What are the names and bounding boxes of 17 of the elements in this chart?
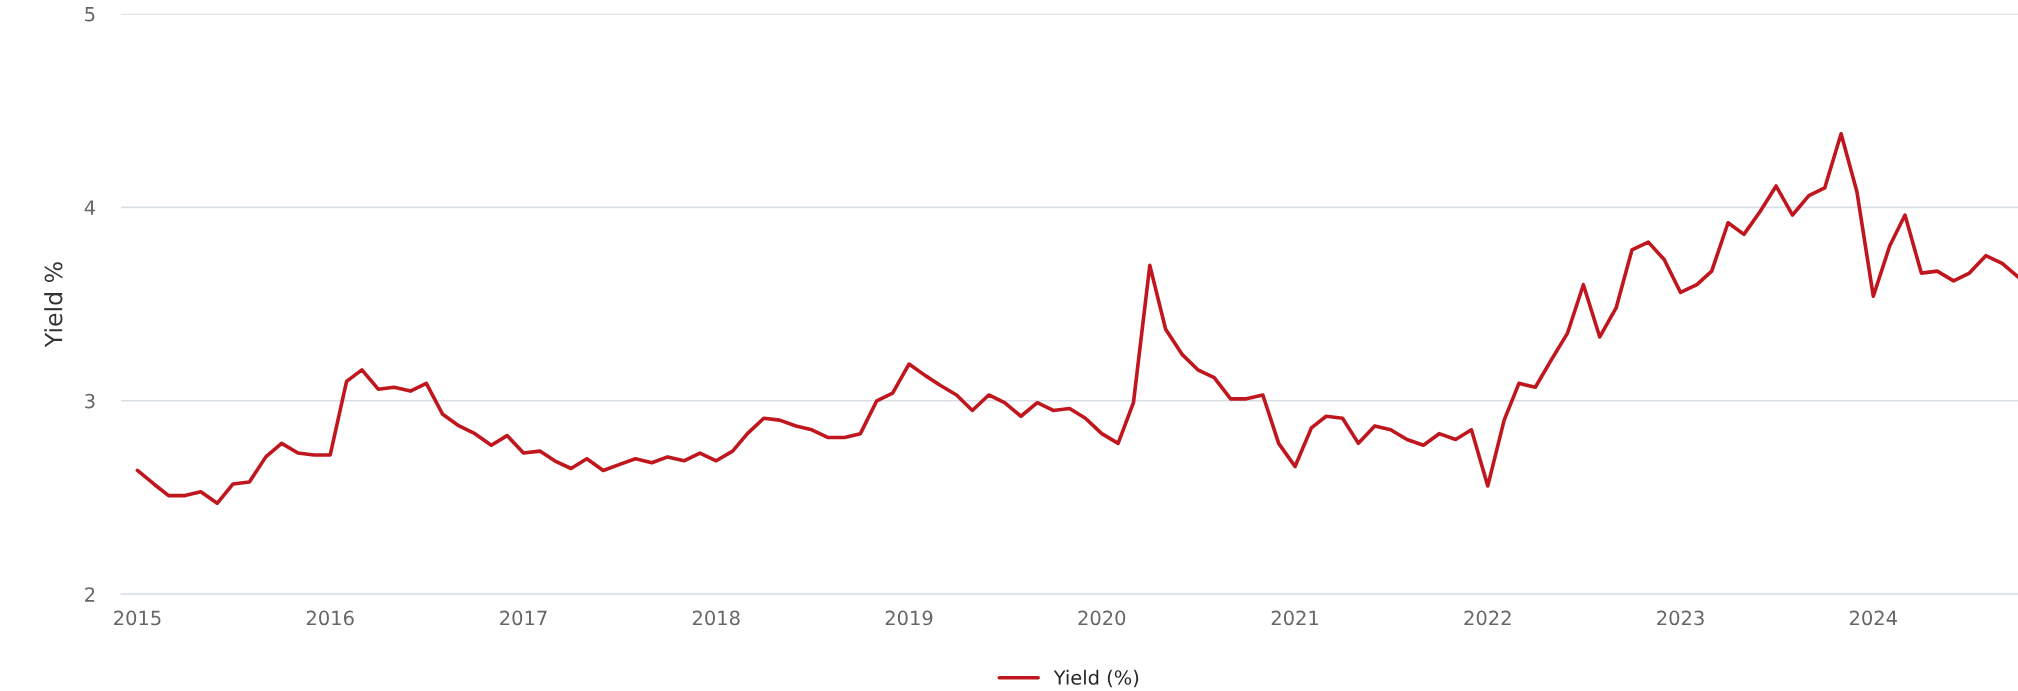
x-tick-label: 2016 <box>306 610 354 626</box>
y-tick-label: 2 <box>85 587 95 602</box>
x-tick-label: 2020 <box>1078 610 1126 626</box>
y-axis-title: Yield % <box>44 262 63 348</box>
y-tick-label: 5 <box>85 7 95 22</box>
line-series <box>135 131 2018 506</box>
y-tick-label: 3 <box>85 393 95 409</box>
x-tick-label: 2023 <box>1657 610 1704 626</box>
x-tick-label: 2018 <box>692 610 740 626</box>
x-tick-label: 2022 <box>1464 610 1511 626</box>
x-tick-label: 2024 <box>1849 610 1897 626</box>
x-tick-label: 2015 <box>114 610 161 626</box>
legend-label: Yield (%) <box>1053 669 1139 688</box>
y-tick-label: 4 <box>84 200 95 215</box>
x-tick-label: 2017 <box>500 610 547 626</box>
x-tick-label: 2021 <box>1271 610 1318 626</box>
x-tick-label: 2019 <box>885 610 933 626</box>
